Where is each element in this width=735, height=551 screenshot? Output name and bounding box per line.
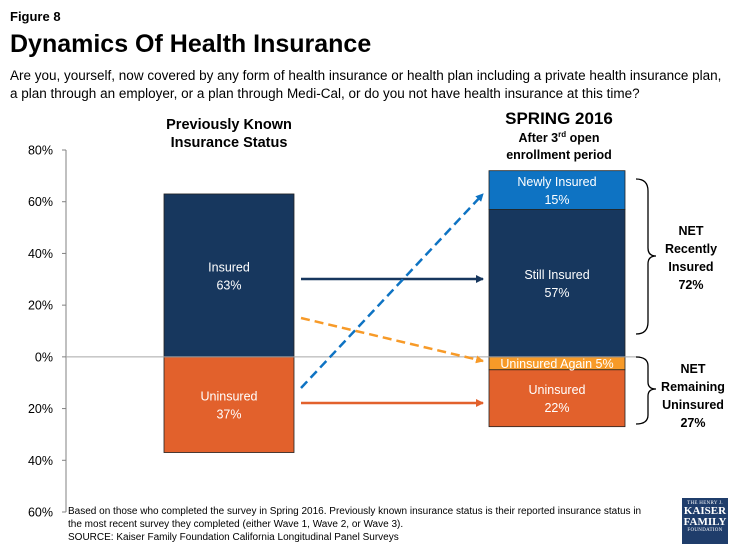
net-insured-line3: Insured bbox=[668, 260, 713, 274]
survey-question: Are you, yourself, now covered by any fo… bbox=[10, 68, 722, 101]
logo-line3: FAMILY bbox=[683, 516, 727, 528]
value-previously-insured: 63% bbox=[216, 278, 241, 292]
label-previously-uninsured: Uninsured bbox=[201, 390, 258, 404]
y-tick-label: 20% bbox=[28, 402, 53, 416]
right-header-line1: SPRING 2016 bbox=[505, 109, 613, 128]
label-newly-insured: Newly Insured bbox=[517, 175, 596, 189]
logo-line1: THE HENRY J. bbox=[687, 501, 723, 506]
left-header-line1: Previously Known bbox=[166, 117, 292, 133]
arrow-uninsured-to-newly-insured bbox=[300, 193, 484, 389]
bar-previously-uninsured bbox=[163, 356, 295, 453]
footnote-line1: Based on those who completed the survey … bbox=[68, 506, 642, 517]
brace-net-insured bbox=[635, 178, 657, 335]
value-newly-insured: 15% bbox=[544, 193, 569, 207]
y-tick-label: 60% bbox=[28, 195, 53, 209]
bar-newly-insured bbox=[488, 170, 626, 210]
net-insured-line4: 72% bbox=[678, 278, 703, 292]
right-header-line2: After 3rd open bbox=[519, 130, 600, 145]
net-insured-line2: Recently bbox=[665, 242, 717, 256]
right-header-line2-sup: rd bbox=[558, 130, 566, 139]
chart-title: Dynamics Of Health Insurance bbox=[10, 30, 372, 58]
bar-previously-insured bbox=[163, 193, 295, 358]
logo-line2: KAISER bbox=[683, 505, 727, 517]
net-uninsured-line4: 27% bbox=[680, 416, 705, 430]
footnote: Based on those who completed the survey … bbox=[68, 505, 668, 544]
right-header-line2-post: open bbox=[566, 131, 599, 145]
y-tick-label: 40% bbox=[28, 247, 53, 261]
label-still-uninsured: Uninsured bbox=[529, 383, 586, 397]
y-tick-label: 60% bbox=[28, 506, 53, 520]
net-insured-line1: NET bbox=[679, 224, 704, 238]
y-tick-label: 0% bbox=[35, 350, 53, 364]
bar-still-insured bbox=[488, 209, 626, 358]
figure-label: Figure 8 bbox=[10, 9, 61, 24]
net-uninsured-line3: Uninsured bbox=[662, 398, 724, 412]
value-still-uninsured: 22% bbox=[544, 401, 569, 415]
right-header-line3: enrollment period bbox=[506, 148, 612, 162]
value-still-insured: 57% bbox=[544, 286, 569, 300]
bar-still-uninsured bbox=[488, 369, 626, 428]
footnote-line2: the most recent survey they completed (e… bbox=[68, 519, 404, 530]
net-uninsured-line2: Remaining bbox=[661, 380, 725, 394]
logo-line4: FOUNDATION bbox=[687, 528, 723, 533]
label-still-insured: Still Insured bbox=[524, 268, 589, 282]
label-uninsured-again: Uninsured Again 5% bbox=[500, 357, 613, 371]
value-previously-uninsured: 37% bbox=[216, 408, 241, 422]
footnote-source: SOURCE: Kaiser Family Foundation Califor… bbox=[68, 532, 399, 543]
y-tick-label: 20% bbox=[28, 299, 53, 313]
left-header-line2: Insurance Status bbox=[171, 135, 288, 151]
y-axis: 80% 60% 40% 20% 0% 20% 40% 60% bbox=[28, 144, 67, 520]
right-header-line2-pre: After 3 bbox=[519, 131, 559, 145]
brace-net-uninsured bbox=[635, 356, 657, 425]
arrow-insured-to-uninsured-again bbox=[300, 316, 484, 364]
y-tick-label: 40% bbox=[28, 454, 53, 468]
y-tick-label: 80% bbox=[28, 144, 53, 158]
label-previously-insured: Insured bbox=[208, 260, 250, 274]
net-uninsured-line1: NET bbox=[681, 362, 706, 376]
kff-logo: THE HENRY J. KAISER FAMILY FOUNDATION bbox=[682, 498, 728, 544]
